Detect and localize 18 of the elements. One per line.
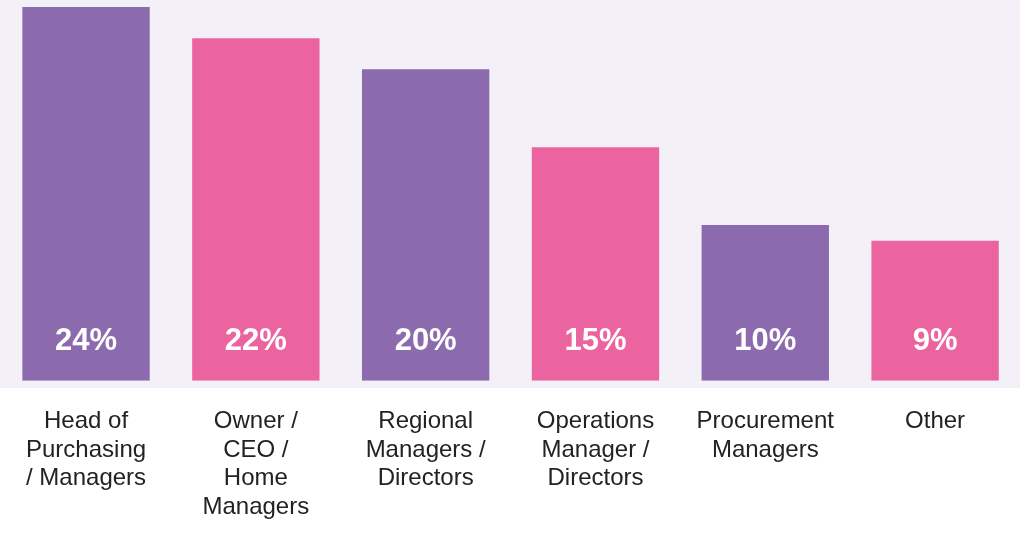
x-tick-label: Procurement Managers bbox=[696, 405, 835, 462]
x-tick-label: Other bbox=[905, 405, 966, 433]
x-tick-label: Operations Manager / Directors bbox=[536, 405, 655, 491]
data-label: 20% bbox=[394, 322, 457, 358]
bar bbox=[531, 147, 660, 381]
x-tick-label: Head of Purchasing / Managers bbox=[26, 405, 147, 491]
data-label: 10% bbox=[734, 322, 797, 358]
data-label: 22% bbox=[224, 322, 287, 358]
bar bbox=[22, 7, 150, 381]
data-label: 15% bbox=[564, 322, 627, 358]
bar bbox=[361, 69, 490, 381]
data-label: 9% bbox=[912, 322, 958, 358]
x-tick-label: Owner / CEO / Home Managers bbox=[202, 405, 310, 520]
bar bbox=[192, 38, 320, 381]
x-tick-label: Regional Managers / Directors bbox=[365, 405, 487, 491]
bar bbox=[701, 225, 829, 381]
data-label: 24% bbox=[55, 322, 118, 358]
bar bbox=[871, 240, 999, 381]
